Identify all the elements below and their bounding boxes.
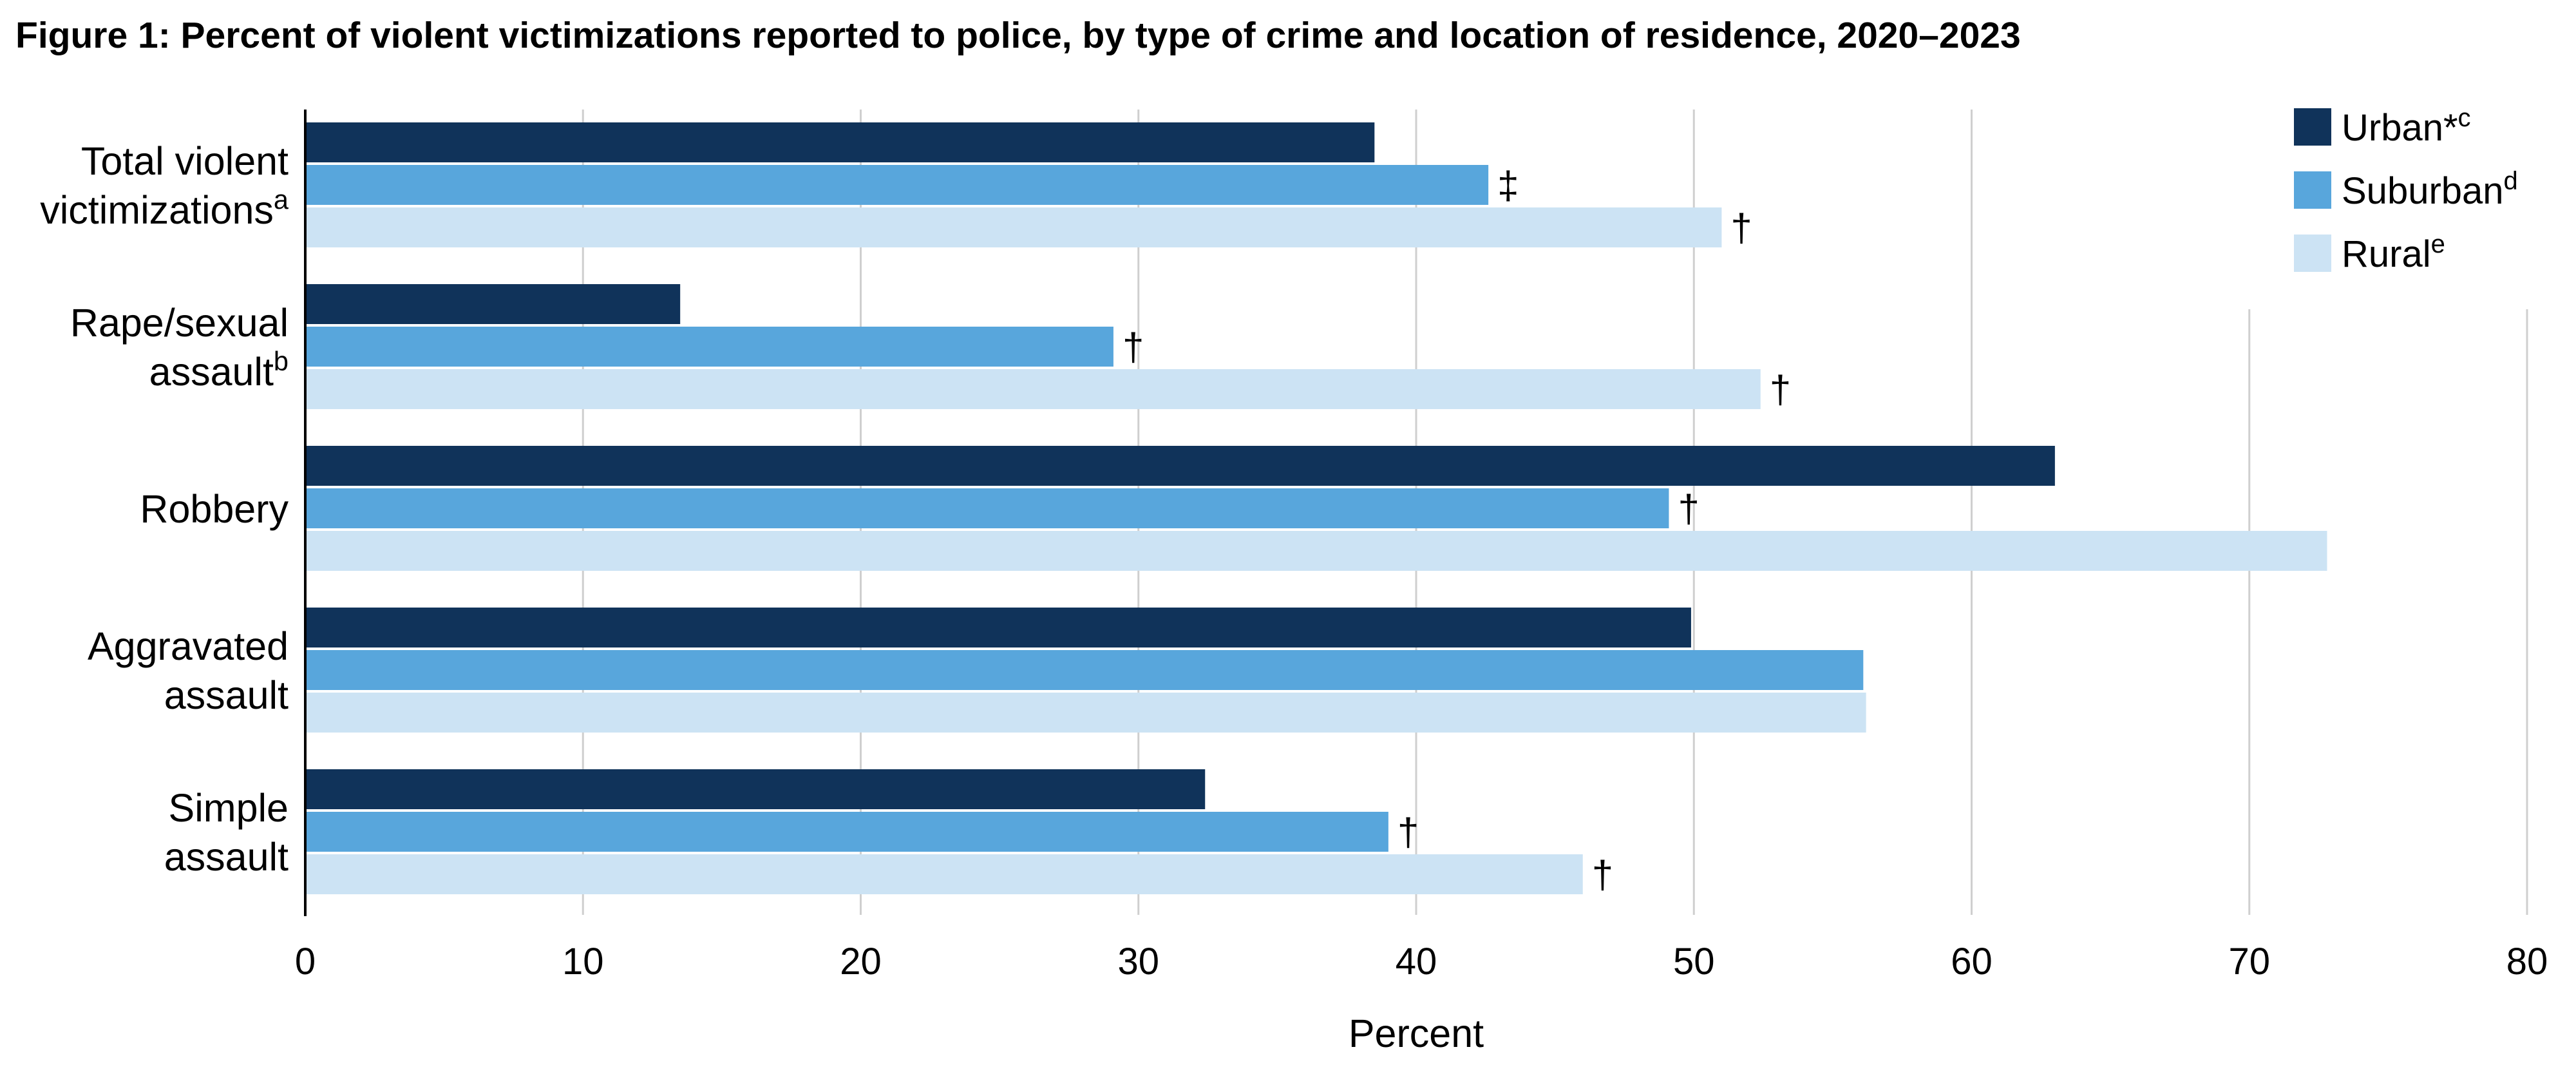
- legend-swatch: [2294, 235, 2331, 272]
- bar-rural-4: [305, 854, 1583, 894]
- x-axis-title: Percent: [1349, 1012, 1484, 1055]
- x-tick-label: 40: [1396, 941, 1437, 983]
- bar-urban-4: [305, 769, 1206, 809]
- category-label: Robbery: [140, 487, 289, 531]
- significance-mark: ‡: [1497, 164, 1519, 207]
- x-tick-label: 30: [1117, 941, 1159, 983]
- x-tick-label: 80: [2506, 941, 2548, 983]
- bar-suburban-3: [305, 650, 1864, 690]
- axes: 0 10 20 30 40 50 60 70 80 Percent: [295, 110, 2548, 1055]
- x-tick-label: 20: [840, 941, 882, 983]
- bar-rural-3: [305, 693, 1866, 733]
- bar-rural-0: [305, 207, 1722, 247]
- bar-suburban-0: [305, 165, 1489, 205]
- category-label: Aggravated assault: [88, 624, 289, 717]
- significance-mark: †: [1770, 368, 1791, 411]
- x-tick-label: 70: [2228, 941, 2270, 983]
- legend-label: Urban*c: [2342, 104, 2471, 149]
- bar-urban-1: [305, 284, 681, 324]
- x-tick-label: 60: [1951, 941, 1993, 983]
- legend-swatch: [2294, 171, 2331, 209]
- category-label: Total violent victimizationsa: [40, 139, 289, 232]
- category-labels: Total violent victimizationsa Rape/sexual a…: [40, 139, 289, 879]
- significance-mark: †: [1122, 325, 1144, 369]
- bar-rural-1: [305, 369, 1761, 409]
- bar-rural-2: [305, 531, 2327, 571]
- legend: Urban*c Suburband Rurale: [2294, 104, 2518, 275]
- bar-suburban-2: [305, 488, 1669, 528]
- bar-urban-2: [305, 446, 2055, 486]
- legend-label: Suburband: [2342, 167, 2518, 212]
- bar-suburban-1: [305, 327, 1113, 367]
- significance-mark: †: [1678, 487, 1699, 530]
- category-label: Simple assault: [164, 786, 289, 879]
- category-label: Rape/sexual assaultb: [70, 301, 289, 394]
- bars: ‡ † † † † † †: [305, 122, 2327, 896]
- x-tick-label: 10: [562, 941, 604, 983]
- significance-mark: †: [1730, 206, 1752, 249]
- significance-mark: †: [1592, 853, 1613, 896]
- x-tick-label: 0: [295, 941, 316, 983]
- legend-label: Rurale: [2342, 230, 2445, 275]
- bar-urban-3: [305, 608, 1691, 647]
- bar-suburban-4: [305, 812, 1388, 852]
- legend-swatch: [2294, 108, 2331, 146]
- bar-urban-0: [305, 122, 1375, 162]
- chart-title: Figure 1: Percent of violent victimizati…: [15, 15, 2021, 56]
- x-tick-label: 50: [1673, 941, 1715, 983]
- significance-mark: †: [1397, 810, 1419, 854]
